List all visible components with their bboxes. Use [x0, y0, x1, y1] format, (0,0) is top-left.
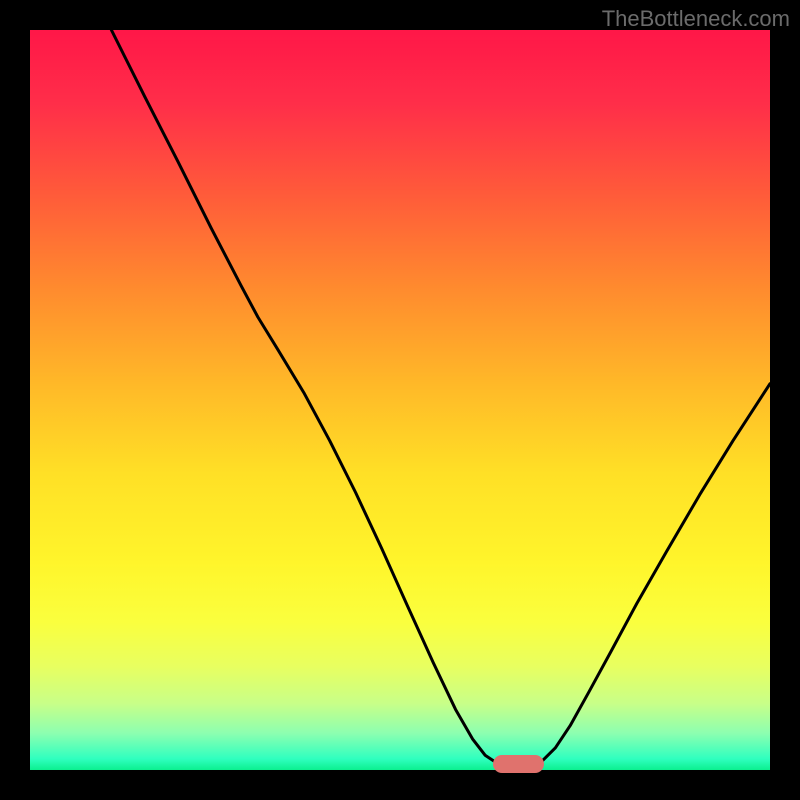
optimum-marker	[493, 755, 545, 773]
watermark-text: TheBottleneck.com	[602, 6, 790, 32]
plot-area	[30, 30, 770, 770]
bottleneck-curve	[30, 30, 770, 770]
chart-frame: TheBottleneck.com	[0, 0, 800, 800]
